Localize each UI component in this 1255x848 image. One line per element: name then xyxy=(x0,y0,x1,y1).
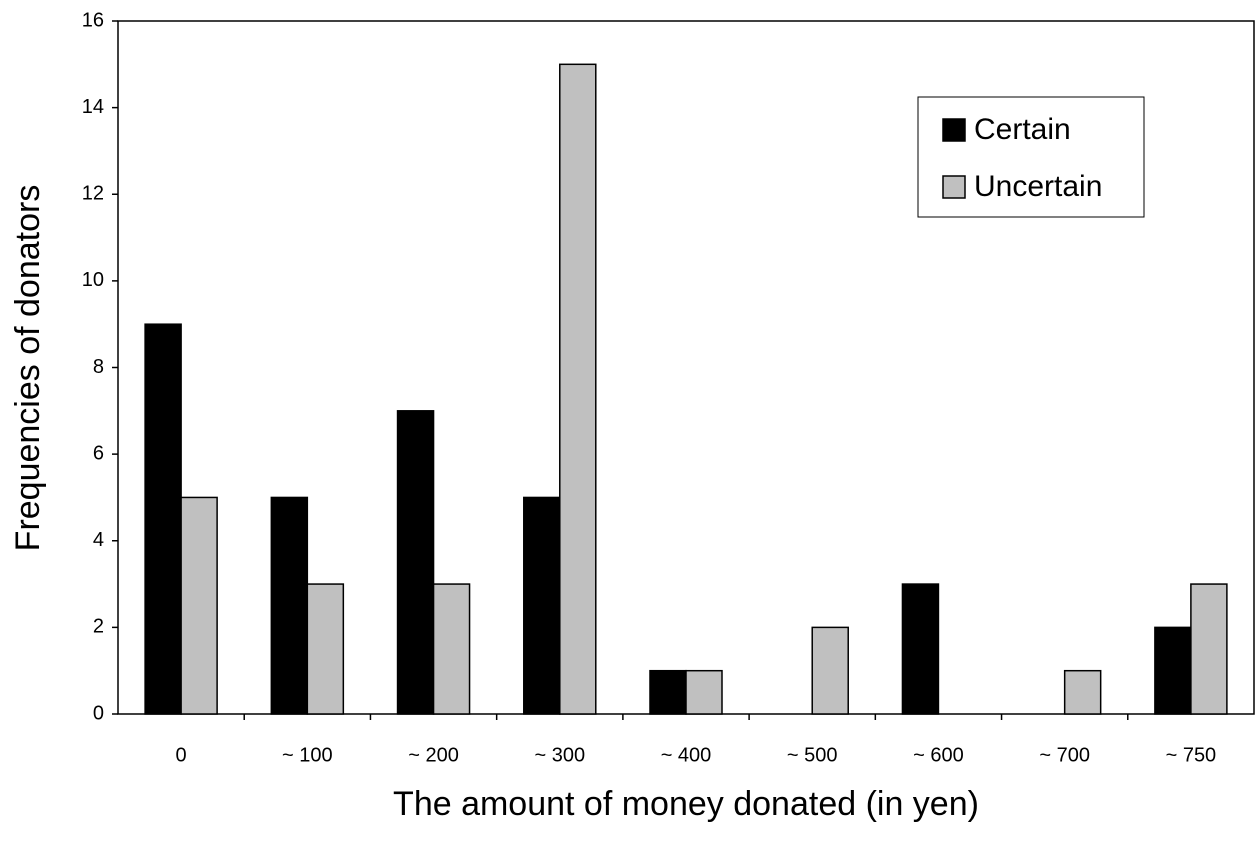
bar xyxy=(559,63,597,715)
bar xyxy=(306,583,345,715)
y-tick-label: 6 xyxy=(93,442,104,464)
bar xyxy=(523,496,561,715)
x-tick-label: ~ 200 xyxy=(408,744,459,766)
x-tick-label: ~ 300 xyxy=(534,744,585,766)
x-tick-label: ~ 100 xyxy=(282,744,333,766)
legend-label: Uncertain xyxy=(974,170,1102,203)
y-tick-label: 16 xyxy=(82,9,104,31)
legend-swatch xyxy=(942,118,966,142)
bar xyxy=(180,496,218,715)
bar xyxy=(432,583,471,715)
y-tick-label: 14 xyxy=(82,96,104,118)
y-tick-label: 4 xyxy=(93,529,104,551)
bar xyxy=(1190,583,1228,715)
y-tick-label: 0 xyxy=(93,702,104,724)
x-tick-label: ~ 700 xyxy=(1039,744,1090,766)
x-tick-label: 0 xyxy=(176,744,187,766)
y-tick-label: 8 xyxy=(93,356,104,378)
legend-swatch xyxy=(942,175,966,199)
bar xyxy=(396,410,435,715)
legend-label: Certain xyxy=(974,113,1071,146)
y-tick-label: 10 xyxy=(82,269,104,291)
x-tick-label: ~ 400 xyxy=(661,744,712,766)
x-tick-label: ~ 500 xyxy=(787,744,838,766)
bar xyxy=(811,626,849,715)
bar xyxy=(1063,669,1102,715)
x-axis-label: The amount of money donated (in yen) xyxy=(393,785,979,823)
y-axis-label: Frequencies of donators xyxy=(9,185,47,552)
bar xyxy=(685,669,723,715)
bar xyxy=(144,323,182,715)
bar xyxy=(901,583,940,715)
x-tick-label: ~ 600 xyxy=(913,744,964,766)
bar xyxy=(649,669,687,715)
x-tick-label: ~ 750 xyxy=(1166,744,1217,766)
bar xyxy=(270,496,309,715)
y-tick-label: 12 xyxy=(82,183,104,205)
y-tick-label: 2 xyxy=(93,616,104,638)
bar xyxy=(1154,626,1192,715)
